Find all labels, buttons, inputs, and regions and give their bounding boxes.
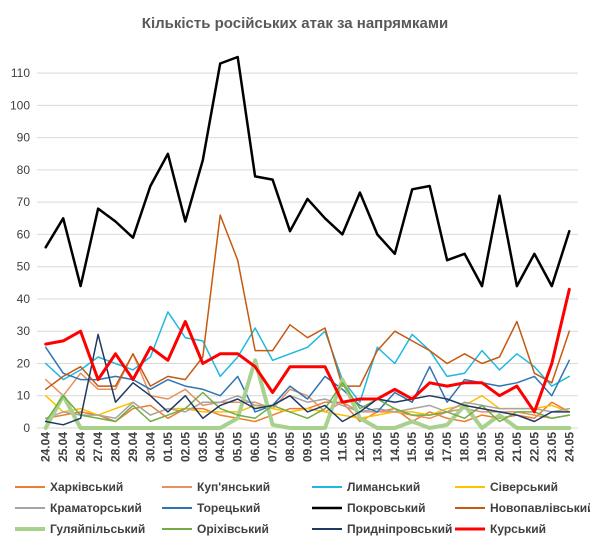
x-tick-label: 22.05 (527, 432, 541, 462)
x-tick-label: 19.05 (475, 432, 489, 462)
x-tick-label: 06.05 (248, 432, 262, 462)
series-line (44, 214, 571, 391)
chart-title: Кількість російських атак за напрямками (142, 15, 448, 32)
legend-label: Покровський (347, 501, 426, 515)
x-tick-label: 03.05 (196, 432, 210, 462)
x-tick-label: 13.05 (370, 432, 384, 462)
y-tick-label: 40 (17, 292, 31, 306)
x-tick-label: 16.05 (423, 432, 437, 462)
series-line (44, 55, 571, 288)
legend-label: Новопавлівський (490, 501, 590, 515)
x-tick-label: 09.05 (301, 432, 315, 462)
x-tick-label: 26.04 (74, 432, 88, 462)
y-tick-label: 30 (17, 324, 31, 338)
y-tick-label: 90 (17, 131, 31, 145)
x-tick-label: 24.04 (39, 432, 53, 462)
legend-label: Гуляйпільський (50, 522, 145, 536)
x-tick-label: 02.05 (178, 432, 192, 462)
x-tick-label: 25.04 (56, 432, 70, 462)
x-tick-label: 20.05 (492, 432, 506, 462)
x-tick-label: 17.05 (440, 432, 454, 462)
y-tick-label: 0 (23, 421, 30, 435)
x-tick-label: 05.05 (231, 432, 245, 462)
x-tick-label: 15.05 (405, 432, 419, 462)
series-line (44, 311, 571, 403)
x-tick-label: 21.05 (510, 432, 524, 462)
legend-label: Харківський (50, 480, 123, 494)
y-axis-ticks: 0 10 20 30 40 50 60 70 80 90 100 110 (10, 66, 30, 435)
series-line (44, 382, 571, 423)
y-tick-label: 10 (17, 389, 31, 403)
y-tick-label: 60 (17, 227, 31, 241)
legend-label: Торецький (197, 501, 260, 515)
y-tick-label: 80 (17, 163, 31, 177)
legend-label: Оріхівський (197, 522, 269, 536)
x-tick-label: 11.05 (335, 432, 349, 462)
x-tick-label: 27.04 (91, 432, 105, 462)
x-tick-label: 10.05 (318, 432, 332, 462)
y-tick-label: 50 (17, 260, 31, 274)
legend-label: Краматорський (50, 501, 142, 515)
series-line (43, 358, 572, 430)
x-tick-label: 23.05 (545, 432, 559, 462)
legend-label: Курський (490, 522, 546, 536)
y-tick-label: 20 (17, 356, 31, 370)
x-tick-label: 04.05 (213, 432, 227, 462)
gridlines (37, 72, 578, 429)
x-tick-label: 01.05 (161, 432, 175, 462)
x-tick-label: 08.05 (283, 432, 297, 462)
x-tick-label: 28.04 (109, 432, 123, 462)
legend-label: Лиманський (347, 480, 420, 494)
y-tick-label: 100 (10, 98, 30, 112)
legend-label: Придніпровський (347, 522, 452, 536)
series-lines (43, 55, 572, 430)
x-tick-label: 07.05 (266, 432, 280, 462)
x-tick-label: 18.05 (458, 432, 472, 462)
x-tick-label: 24.05 (562, 432, 576, 462)
x-tick-label: 12.05 (353, 432, 367, 462)
y-tick-label: 70 (17, 195, 31, 209)
legend-label: Сіверський (490, 480, 558, 494)
legend-label: Куп'янський (197, 480, 270, 494)
series-line (44, 333, 571, 426)
x-tick-label: 14.05 (388, 432, 402, 462)
x-tick-label: 29.04 (126, 432, 140, 462)
x-tick-label: 30.04 (143, 432, 157, 462)
series-line (44, 287, 571, 414)
x-axis-ticks: 24.04 25.04 26.04 27.04 28.04 29.04 30.04 01.05… (39, 432, 577, 462)
y-tick-label: 110 (11, 66, 30, 80)
legend: Харківський Куп'янський Лиманський Сіверськ… (15, 480, 590, 536)
